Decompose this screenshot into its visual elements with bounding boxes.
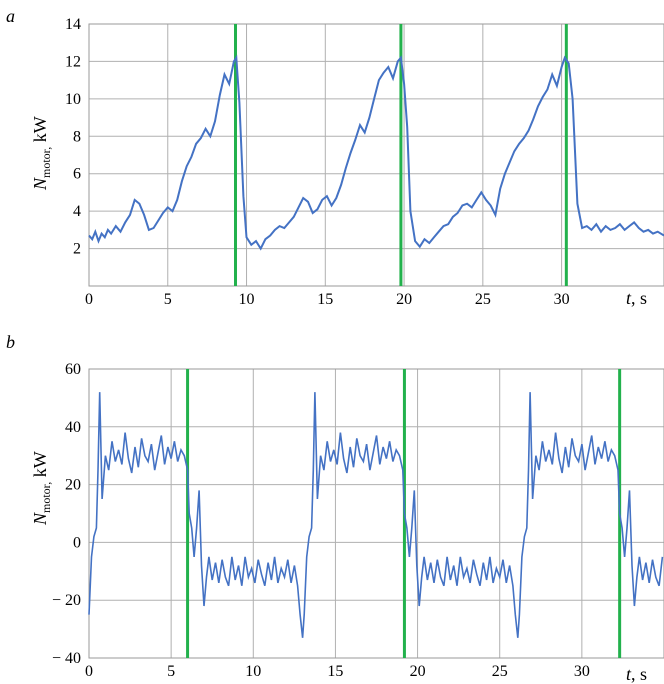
chart-panel-a: a 2 4 6 8 10 12 14 0 5 10 15 20 25 30 Nmotor, kW t, …	[6, 6, 664, 308]
y-tick-label: 10	[65, 91, 81, 108]
y-tick-label: 8	[73, 128, 81, 145]
y-tick-label: 14	[65, 16, 81, 33]
plot-frame-a	[88, 23, 664, 287]
y-axis-title-b: Nmotor, kW	[30, 451, 53, 526]
y-tick-label: − 20	[52, 592, 81, 609]
y-tick-label: 2	[73, 241, 81, 258]
y-tick-labels-b: 60 40 20 0 − 20 − 40	[52, 361, 81, 667]
x-tick-labels-a: 0 5 10 15 20 25 30	[85, 291, 570, 308]
plot-frame-b	[88, 368, 664, 659]
x-tick-label: 0	[85, 291, 93, 308]
chart-panel-b: b 60 40 20 0 − 20 − 40 0 5 10 15 20 25 30 Nmotor, k…	[6, 332, 664, 684]
x-tick-label: 20	[410, 663, 426, 680]
y-tick-labels-a: 2 4 6 8 10 12 14	[65, 16, 81, 258]
cycle-markers-a	[234, 24, 568, 286]
y-tick-label: 40	[65, 419, 81, 436]
x-tick-label: 25	[492, 663, 508, 680]
x-tick-label: 20	[396, 291, 412, 308]
panel-label-b: b	[6, 332, 15, 352]
x-tick-labels-b: 0 5 10 15 20 25 30	[85, 663, 590, 680]
x-tick-label: 15	[317, 291, 333, 308]
x-tick-label: 0	[85, 663, 93, 680]
y-tick-label: 6	[73, 166, 81, 183]
x-tick-label: 30	[574, 663, 590, 680]
x-tick-label: 15	[327, 663, 343, 680]
grid-a	[88, 23, 664, 286]
series-line-a	[88, 54, 664, 251]
y-tick-label: 0	[73, 534, 81, 551]
y-tick-label: 4	[73, 203, 81, 220]
panel-label-a: a	[6, 6, 15, 26]
series-line-b	[88, 392, 664, 638]
x-tick-label: 10	[245, 663, 261, 680]
x-axis-title-b: t, s	[626, 664, 647, 684]
x-tick-label: 25	[475, 291, 491, 308]
y-tick-label: 12	[65, 53, 81, 70]
x-tick-label: 5	[167, 663, 175, 680]
x-tick-label: 5	[164, 291, 172, 308]
y-tick-label: 60	[65, 361, 81, 378]
grid-b	[88, 368, 664, 659]
x-tick-label: 30	[554, 291, 570, 308]
y-tick-label: − 40	[52, 650, 81, 667]
x-tick-label: 10	[239, 291, 255, 308]
y-axis-title-a: Nmotor, kW	[30, 116, 53, 191]
x-axis-title-a: t, s	[626, 288, 647, 308]
y-tick-label: 20	[65, 477, 81, 494]
